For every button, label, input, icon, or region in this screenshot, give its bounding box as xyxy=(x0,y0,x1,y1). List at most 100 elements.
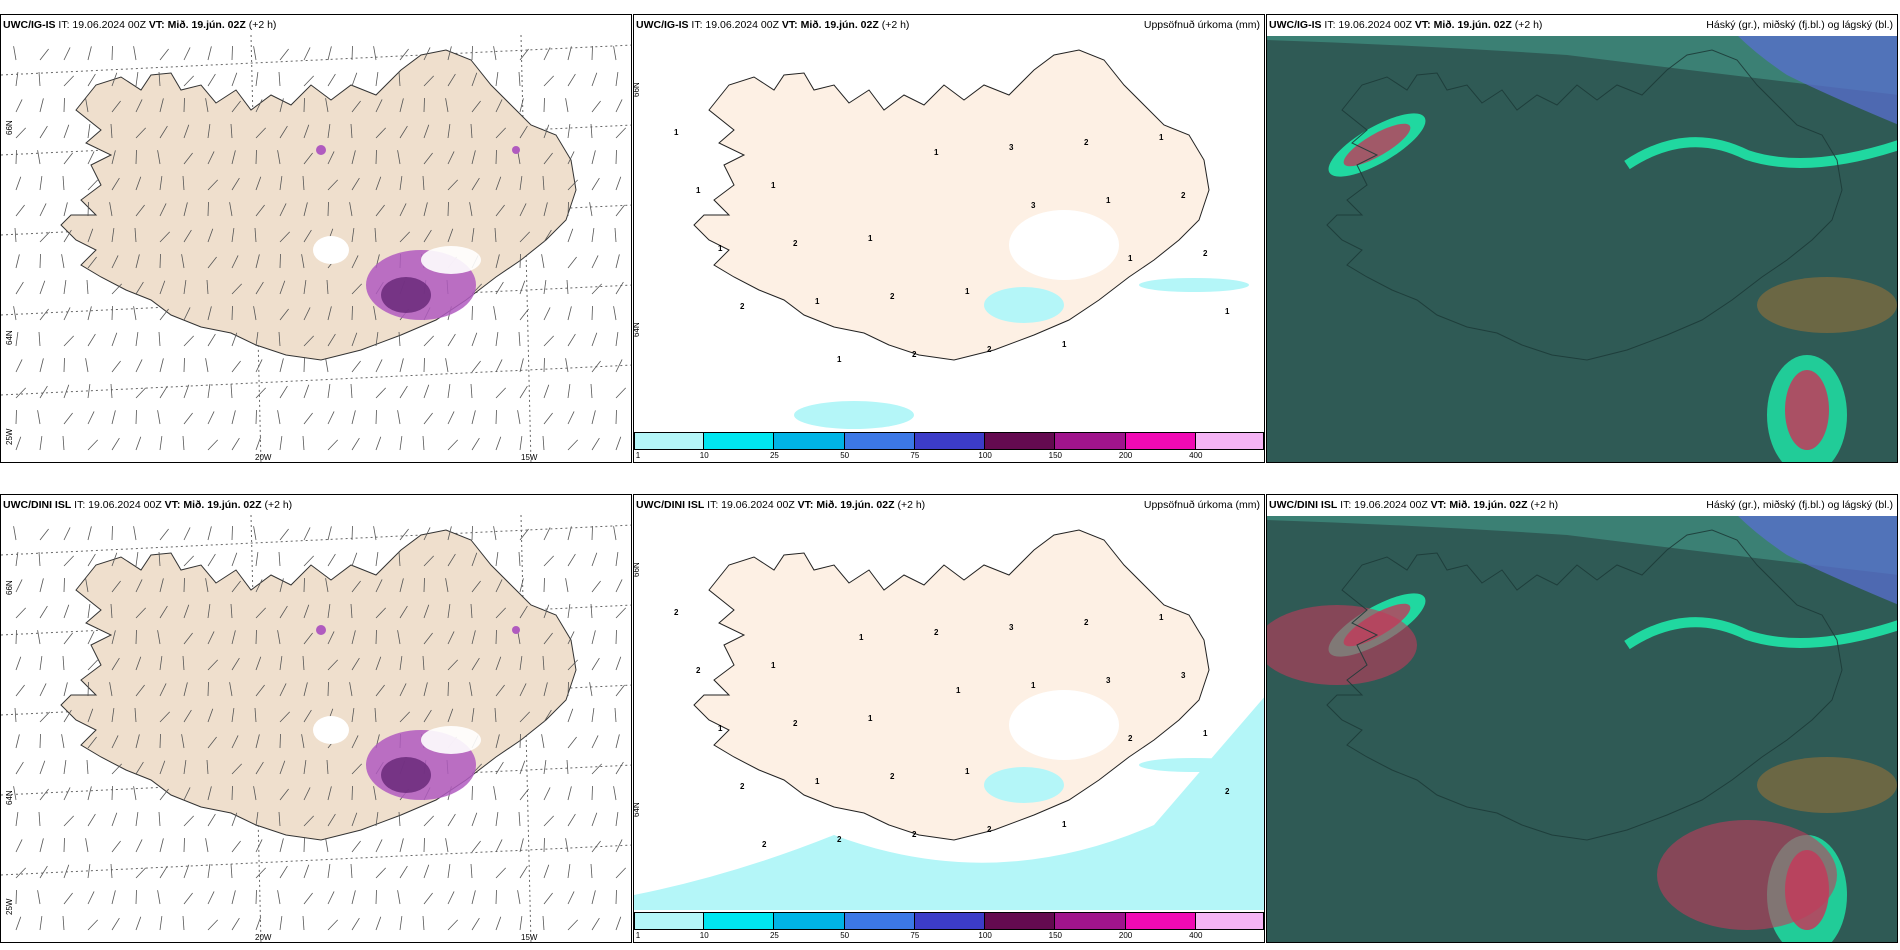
wind-barb xyxy=(495,839,503,853)
precip-area xyxy=(984,287,1064,323)
wind-barb xyxy=(86,279,89,295)
wind-barb xyxy=(159,916,163,931)
wind-barb xyxy=(495,72,499,87)
wind-barb xyxy=(399,358,404,373)
wind-barb xyxy=(255,607,266,619)
wind-barb xyxy=(207,604,211,619)
model-label: UWC/IG-IS xyxy=(3,19,56,31)
wind-barb xyxy=(447,526,452,541)
wind-barb xyxy=(39,203,47,217)
precip-value-label: 2 xyxy=(1225,787,1230,796)
wind-barb xyxy=(543,815,554,827)
wind-barb xyxy=(351,580,361,593)
precip-value-label: 1 xyxy=(965,287,970,296)
wind-barb xyxy=(87,919,98,931)
wind-barb xyxy=(62,655,65,671)
wind-barb xyxy=(207,736,217,749)
wind-barb xyxy=(327,411,335,425)
wind-barb xyxy=(87,384,91,399)
wind-barb xyxy=(495,656,502,671)
wind-barb xyxy=(183,47,191,61)
wind-barb xyxy=(589,682,593,697)
wind-barb xyxy=(39,733,41,749)
wind-barb xyxy=(279,733,281,749)
model-label: UWC/DINI ISL xyxy=(1269,499,1338,511)
cloud-layers xyxy=(1267,35,1897,462)
wind-barb xyxy=(495,889,497,905)
wind-barb xyxy=(351,255,359,269)
wind-barb xyxy=(15,332,19,347)
wind-barb xyxy=(303,577,305,593)
wind-barb xyxy=(471,72,478,87)
wind-barb xyxy=(230,383,233,399)
wind-barb xyxy=(327,553,336,567)
wind-barb xyxy=(39,125,48,139)
wind-barb xyxy=(207,411,215,425)
lead-label: (+2 h) xyxy=(1514,19,1543,31)
wind-barb xyxy=(615,149,617,165)
wind-barb xyxy=(325,838,329,853)
wind-barb xyxy=(85,358,89,373)
model-label: UWC/IG-IS xyxy=(1269,19,1322,31)
wind-barb xyxy=(85,838,89,853)
wind-barb xyxy=(111,735,119,749)
mid-cloud xyxy=(1267,35,1897,95)
wind-barb xyxy=(207,708,214,723)
wind-barb xyxy=(278,551,281,567)
colorbar-tick-label: 150 xyxy=(1048,931,1063,940)
wind-barb xyxy=(206,759,209,775)
wind-barb xyxy=(15,607,26,619)
wind-barb xyxy=(301,254,305,269)
wind-barb xyxy=(543,864,550,879)
wind-barb xyxy=(110,123,113,139)
precip-value-label: 1 xyxy=(696,186,701,195)
latitude-line xyxy=(1,524,631,556)
wind-barb xyxy=(62,435,65,451)
wind-barb xyxy=(207,151,215,165)
wind-barb xyxy=(207,256,217,269)
wind-barb xyxy=(302,915,305,931)
wind-barb xyxy=(229,682,233,697)
wind-barb xyxy=(231,812,238,827)
latitude-line xyxy=(1,844,631,876)
precip-value-label: 2 xyxy=(890,772,895,781)
colorbar-swatch xyxy=(634,912,705,930)
precip-dot xyxy=(512,146,520,154)
wind-barb xyxy=(135,204,145,217)
colorbar-tick-label: 50 xyxy=(840,451,850,460)
wind-barb xyxy=(303,837,305,853)
wind-barb xyxy=(351,228,355,243)
header-bar xyxy=(1267,495,1897,516)
model-label: UWC/IG-IS xyxy=(636,19,689,31)
it-label: IT: 19.06.2024 00Z xyxy=(691,19,779,31)
wind-barb xyxy=(495,436,502,451)
wind-barb xyxy=(302,435,305,451)
wind-barb xyxy=(591,100,601,113)
wind-barb xyxy=(399,711,410,723)
colorbar: 1 10 25 50 75 100 150 200 400 xyxy=(634,912,1264,942)
wind-barb xyxy=(615,176,622,191)
panel-header: UWC/IG-IS IT: 19.06.2024 00Z VT: Mið. 19… xyxy=(3,19,276,31)
precip-value-label: 1 xyxy=(837,355,842,364)
wind-barb xyxy=(471,332,478,347)
wind-barb xyxy=(253,786,257,801)
wind-barb xyxy=(303,152,313,165)
colorbar-tick-label: 10 xyxy=(699,931,709,940)
precip-value-label: 2 xyxy=(837,835,842,844)
wind-barb xyxy=(517,890,521,905)
wind-barb xyxy=(87,201,89,217)
wind-barb xyxy=(279,838,284,853)
precip-value-label: 1 xyxy=(1225,307,1230,316)
wind-barb xyxy=(567,124,571,139)
wind-barb xyxy=(423,892,433,905)
wind-barb xyxy=(351,437,360,451)
precip-value-label: 1 xyxy=(868,714,873,723)
wind-barb xyxy=(567,384,571,399)
wind-barb xyxy=(183,307,191,321)
wind-barb xyxy=(111,657,120,671)
lat-label-66n: 66N xyxy=(5,120,14,135)
wind-barb xyxy=(279,308,289,321)
wind-barb xyxy=(87,736,97,749)
wind-barb xyxy=(543,682,548,697)
precip-core xyxy=(381,757,431,793)
